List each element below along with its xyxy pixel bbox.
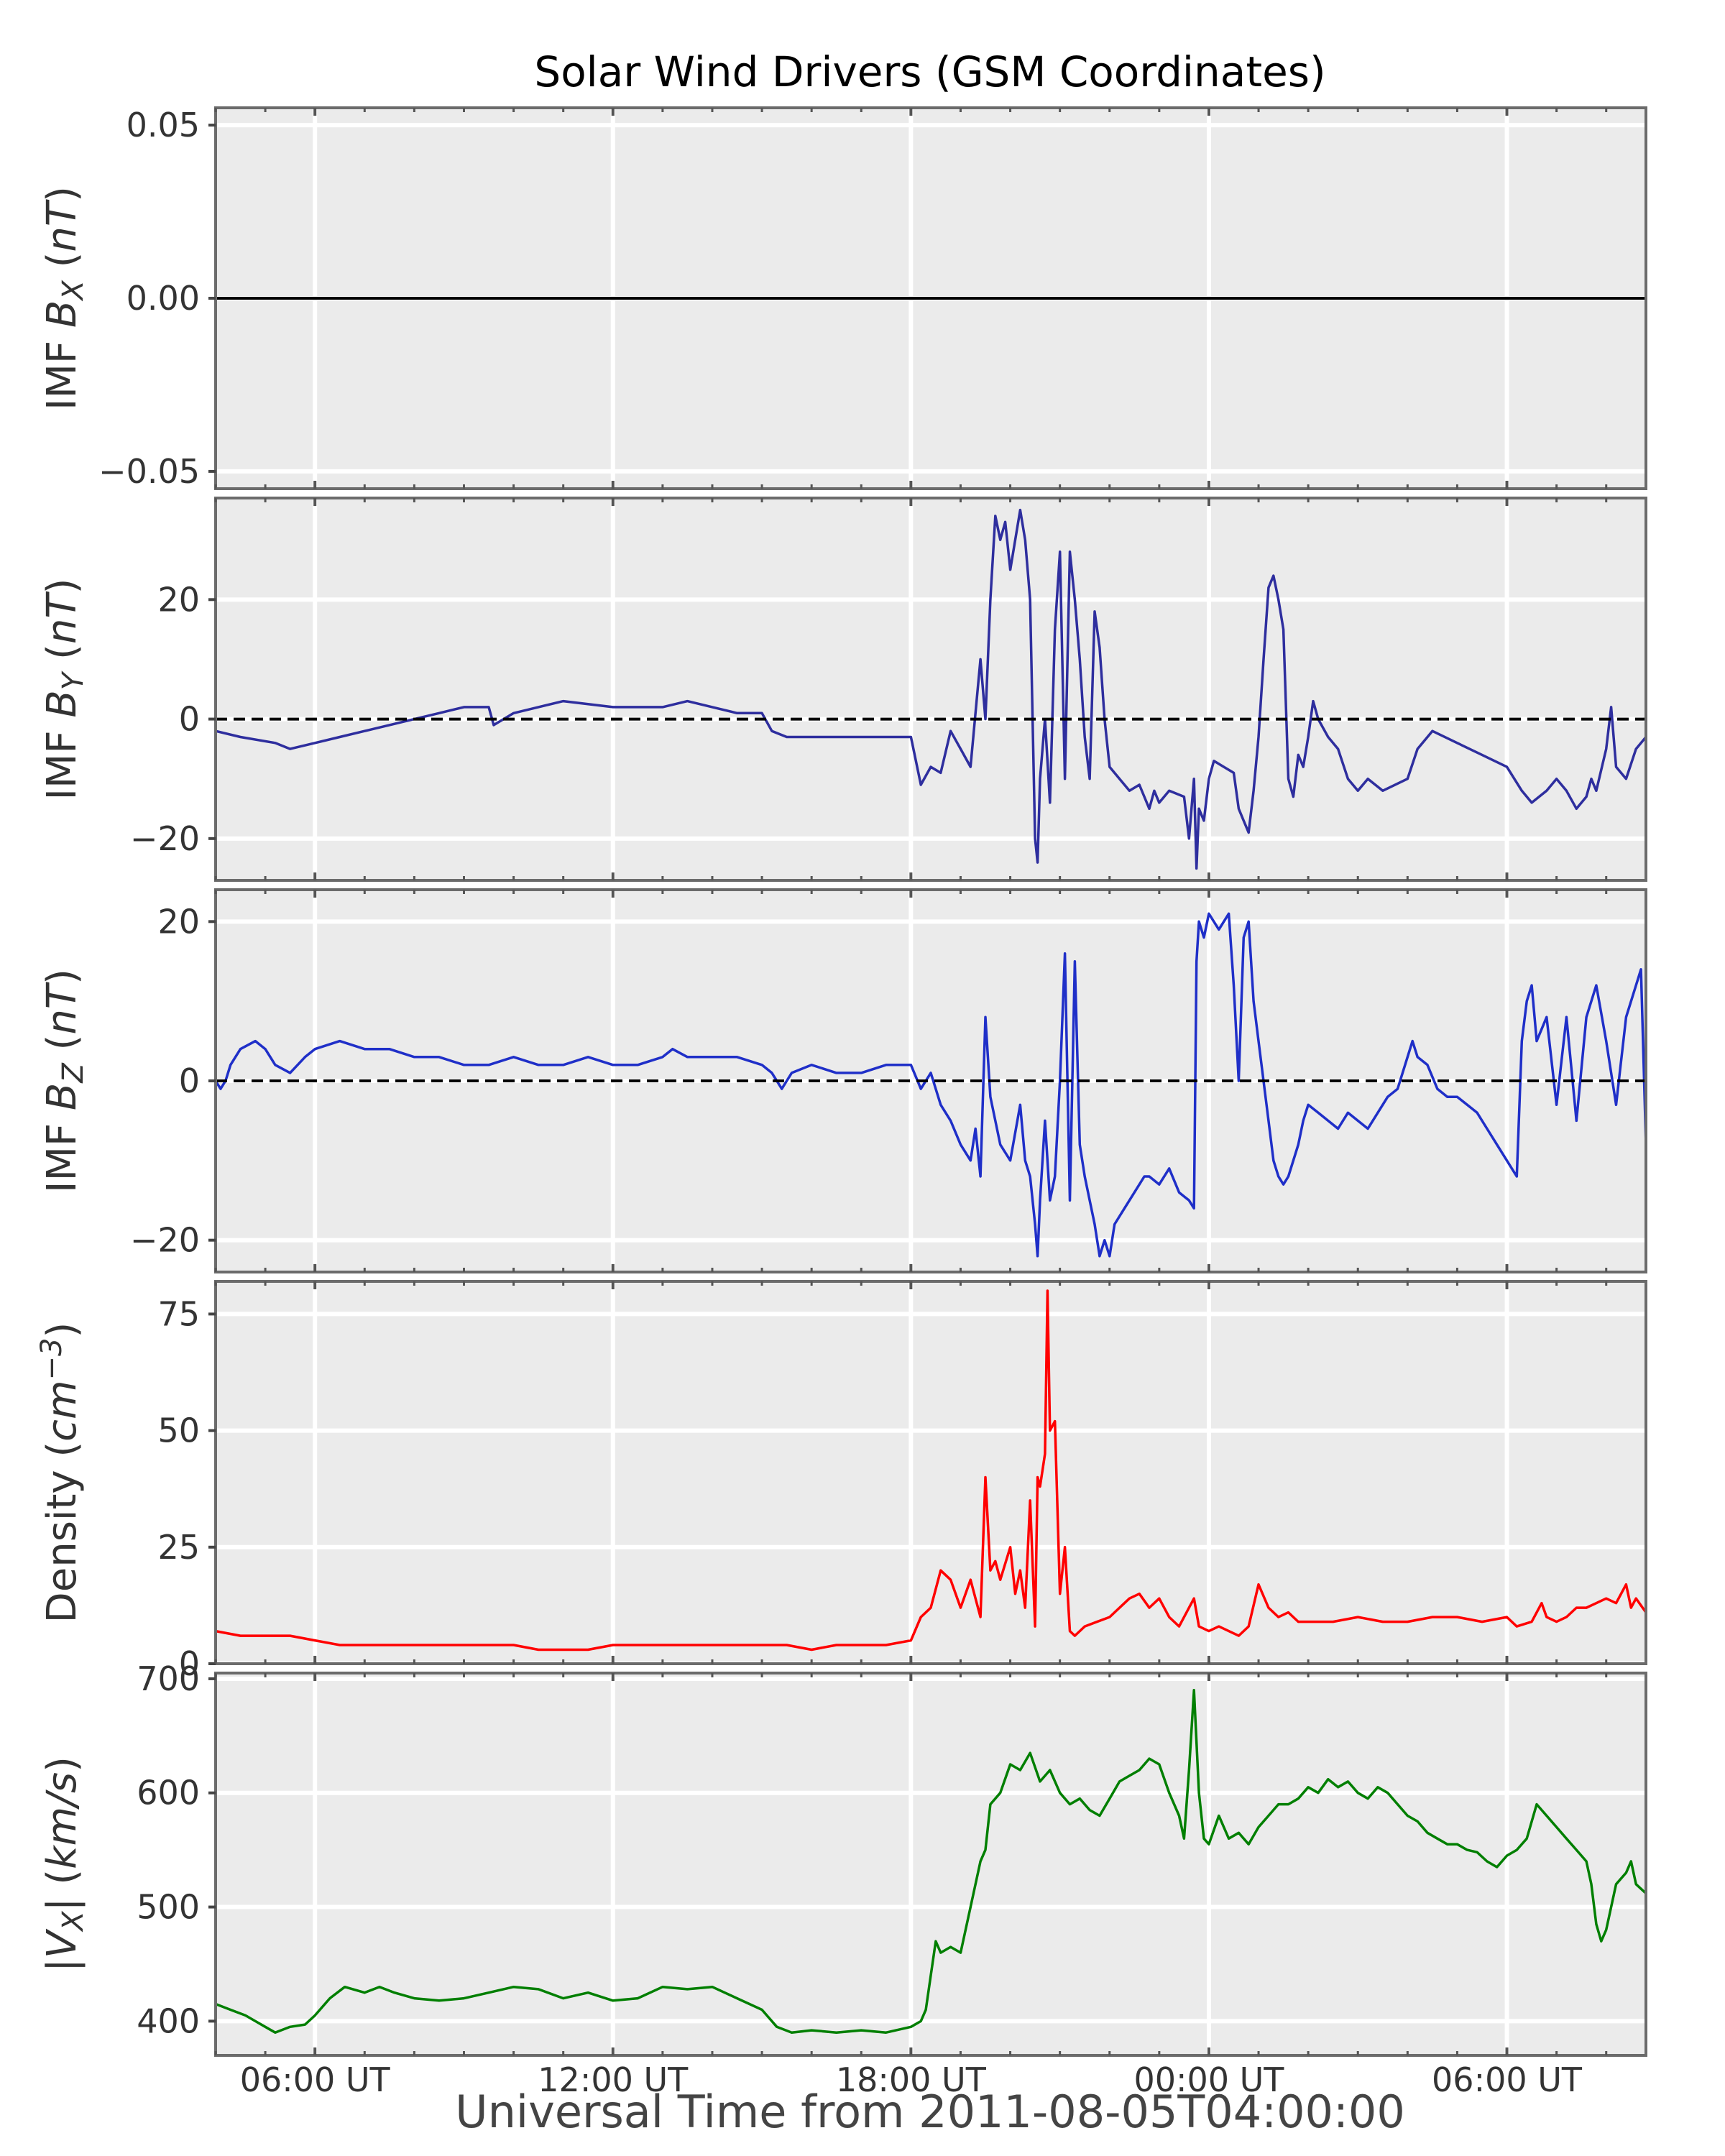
- y-tick-label: 0.05: [126, 106, 200, 144]
- y-tick-label: 600: [137, 1774, 200, 1812]
- y-axis-label-density: Density (cm−3): [35, 1322, 86, 1623]
- plot-background: [216, 1281, 1646, 1664]
- y-axis-label-bx: IMF BX (nT): [39, 186, 90, 410]
- x-tick-label: 06:00 UT: [240, 2060, 391, 2099]
- x-tick-label: 12:00 UT: [538, 2060, 689, 2099]
- x-tick-label: 00:00 UT: [1133, 2060, 1284, 2099]
- y-tick-label: 500: [137, 1888, 200, 1927]
- series-line-density: [215, 1289, 1647, 1651]
- panel-bz: −20 0 20 IMF BZ (nT): [39, 888, 1647, 1273]
- y-tick-label: −0.05: [98, 452, 200, 491]
- y-tick-label: 400: [137, 2001, 200, 2040]
- chart-title: Solar Wind Drivers (GSM Coordinates): [534, 47, 1325, 96]
- panel-vx: 400 500 600 700 |VX| (km/s): [39, 1659, 1647, 2057]
- x-tick-label: 18:00 UT: [836, 2060, 987, 2099]
- y-tick-label: 0: [179, 700, 200, 739]
- y-axis-label-vx: |VX| (km/s): [39, 1756, 90, 1972]
- y-tick-label: 25: [157, 1528, 200, 1567]
- y-tick-label: 75: [157, 1294, 200, 1333]
- y-tick-label: −20: [130, 1221, 200, 1260]
- x-tick-label: 06:00 UT: [1432, 2060, 1583, 2099]
- plot-background: [216, 498, 1646, 880]
- y-tick-label: −20: [130, 819, 200, 858]
- plot-frame: [214, 1672, 1647, 2057]
- y-tick-label: 0: [179, 1061, 200, 1100]
- y-tick-label: 20: [157, 580, 200, 619]
- series-line-bz: [214, 912, 1647, 1258]
- y-tick-label: 700: [137, 1659, 200, 1698]
- y-axis-label-by: IMF BY (nT): [39, 579, 90, 801]
- panel-by: −20 0 20 IMF BY (nT): [39, 497, 1647, 882]
- y-tick-label: 0: [179, 1644, 200, 1683]
- panel-bx: −0.05 0.00 0.05 IMF BX (nT): [39, 106, 1647, 491]
- y-tick-label: 50: [157, 1411, 200, 1450]
- panels-group: −0.05 0.00 0.05 IMF BX (nT) −20 0 20 IMF BY (nT…: [35, 106, 1647, 2057]
- plot-frame: [214, 497, 1647, 882]
- x-axis-label: Universal Time from 2011-08-05T04:00:00: [455, 2086, 1405, 2138]
- plot-frame: [214, 1280, 1647, 1665]
- plot-background: [216, 1673, 1646, 2055]
- series-line-vx: [215, 1689, 1647, 2034]
- x-tick-labels: 06:00 UT 12:00 UT 18:00 UT 00:00 UT 06:00 UT: [240, 2060, 1583, 2099]
- y-axis-label-bz: IMF BZ (nT): [39, 969, 90, 1193]
- panel-density: 0 25 50 75 Density (cm−3): [35, 1280, 1647, 1683]
- y-tick-label: 20: [157, 902, 200, 941]
- y-tick-label: 0.00: [126, 279, 200, 318]
